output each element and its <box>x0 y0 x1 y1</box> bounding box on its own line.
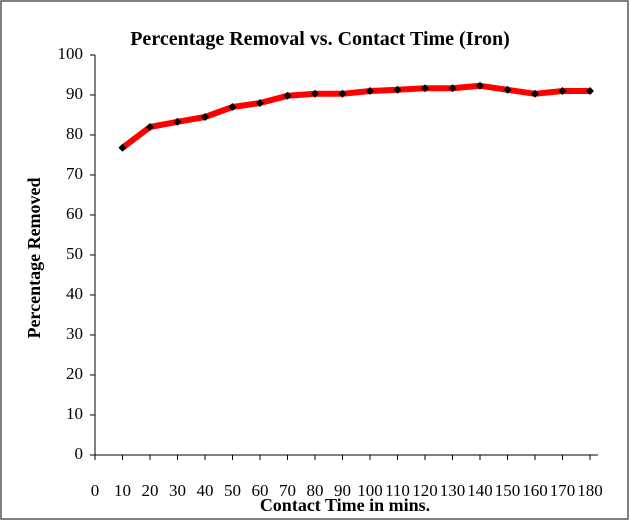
data-point <box>173 117 182 126</box>
x-tick-label: 0 <box>91 481 100 500</box>
y-tick-label: 30 <box>66 324 83 343</box>
y-tick-label: 60 <box>66 204 83 223</box>
y-tick-label: 80 <box>66 124 83 143</box>
y-tick-label: 20 <box>66 364 83 383</box>
x-tick-label: 70 <box>279 481 296 500</box>
data-point <box>586 87 594 95</box>
data-point <box>366 87 374 95</box>
data-point <box>531 89 539 98</box>
y-tick-label: 90 <box>66 84 83 103</box>
data-point <box>118 143 127 152</box>
data-line <box>120 82 590 151</box>
x-tick-label: 100 <box>357 481 383 500</box>
y-tick-label: 100 <box>58 44 84 63</box>
y-tick-label: 0 <box>75 444 84 463</box>
data-point <box>228 103 237 111</box>
x-tick-label: 30 <box>169 481 186 500</box>
data-point <box>421 84 429 93</box>
data-point <box>338 89 347 98</box>
x-tick-label: 80 <box>307 481 324 500</box>
x-tick-label: 140 <box>467 481 493 500</box>
x-tick-label: 110 <box>385 481 410 500</box>
x-tick-label: 120 <box>412 481 438 500</box>
x-tick-label: 90 <box>334 481 351 500</box>
y-tick-label: 40 <box>66 284 83 303</box>
data-point <box>256 99 264 107</box>
data-point <box>311 89 319 98</box>
data-point <box>146 123 154 131</box>
x-tick-label: 180 <box>577 481 603 500</box>
x-tick-label: 150 <box>495 481 521 500</box>
x-tick-label: 130 <box>440 481 466 500</box>
data-point <box>503 85 512 94</box>
y-tick-label: 50 <box>66 244 83 263</box>
data-point <box>393 85 402 94</box>
data-point <box>476 81 484 90</box>
data-point <box>283 91 292 100</box>
x-tick-label: 40 <box>197 481 214 500</box>
y-tick-label: 10 <box>66 404 83 423</box>
x-axis-label: Contact Time in mins. <box>260 495 430 515</box>
x-tick-label: 20 <box>142 481 159 500</box>
data-point <box>448 84 457 93</box>
data-point <box>201 113 209 121</box>
y-tick-label: 70 <box>66 164 83 183</box>
x-tick-label: 160 <box>522 481 548 500</box>
chart-title: Percentage Removal vs. Contact Time (Iro… <box>130 28 510 50</box>
x-tick-label: 50 <box>224 481 241 500</box>
x-tick-label: 10 <box>114 481 131 500</box>
y-axis-label: Percentage Removed <box>24 177 44 338</box>
x-tick-label: 170 <box>550 481 576 500</box>
x-tick-label: 60 <box>252 481 269 500</box>
data-point <box>558 87 567 95</box>
